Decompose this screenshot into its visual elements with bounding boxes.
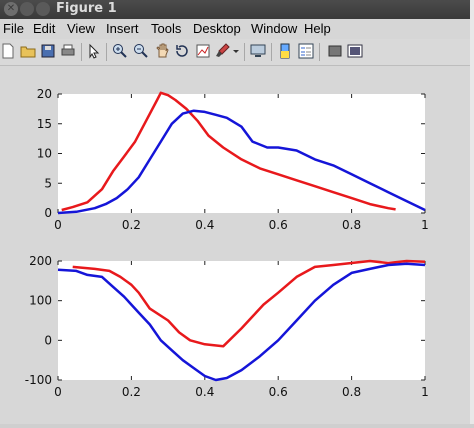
red-series-line	[61, 91, 396, 212]
zoom-in-icon[interactable]	[112, 43, 128, 59]
open-file-icon[interactable]	[20, 43, 36, 59]
y-tick-label: 100	[29, 294, 52, 308]
new-figure-icon[interactable]	[0, 43, 16, 59]
insert-legend-icon[interactable]	[298, 43, 314, 59]
x-tick-label: 0.6	[269, 385, 288, 399]
x-tick-label: 0.4	[195, 218, 214, 232]
y-tick-label: 10	[37, 147, 52, 161]
x-tick-label: 0	[54, 218, 62, 232]
brush-dropdown-icon[interactable]	[232, 43, 240, 59]
maximize-window-button[interactable]	[36, 2, 50, 16]
menu-edit[interactable]: Edit	[33, 21, 56, 36]
data-cursor-icon[interactable]	[195, 43, 211, 59]
window-title: Figure 1	[56, 1, 117, 16]
toolbar-separator	[106, 43, 107, 61]
minimize-window-button[interactable]	[20, 2, 34, 16]
window-titlebar: ✕ Figure 1	[0, 0, 474, 19]
toolbar-separator	[271, 43, 272, 61]
x-tick-label: 1	[421, 385, 429, 399]
menu-file[interactable]: File	[3, 21, 24, 36]
edit-plot-arrow-icon[interactable]	[86, 43, 102, 59]
zoom-out-icon[interactable]	[133, 43, 149, 59]
menu-view[interactable]: View	[67, 21, 95, 36]
pan-icon[interactable]	[154, 43, 170, 59]
x-tick-label: 0.8	[342, 218, 361, 232]
menu-bar: File Edit View Insert Tools Desktop Wind…	[0, 19, 474, 39]
insert-colorbar-icon[interactable]	[277, 43, 293, 59]
y-tick-label: 0	[44, 206, 52, 220]
blue-series-line	[57, 262, 426, 382]
link-plot-icon[interactable]	[250, 43, 266, 59]
save-icon[interactable]	[40, 43, 56, 59]
y-tick-label: 0	[44, 333, 52, 347]
x-tick-label: 0	[54, 385, 62, 399]
red-series-line	[72, 259, 426, 348]
window-right-edge	[470, 0, 474, 424]
y-tick-label: 200	[29, 254, 52, 268]
plot-area	[58, 94, 425, 213]
y-tick-label: -100	[25, 373, 52, 387]
plot-area	[58, 261, 425, 380]
x-tick-label: 0.6	[269, 218, 288, 232]
blue-series-line	[57, 109, 426, 215]
y-tick-label: 5	[44, 176, 52, 190]
show-plot-tools-icon[interactable]	[347, 43, 363, 59]
menu-help[interactable]: Help	[304, 21, 331, 36]
y-tick-label: 20	[37, 87, 52, 101]
print-icon[interactable]	[60, 43, 76, 59]
menu-tools[interactable]: Tools	[151, 21, 182, 36]
close-window-button[interactable]: ✕	[4, 2, 18, 16]
hide-plot-tools-icon[interactable]	[327, 43, 343, 59]
x-tick-label: 0.8	[342, 385, 361, 399]
figure-toolbar	[0, 39, 474, 66]
x-tick-label: 1	[421, 218, 429, 232]
toolbar-separator	[319, 43, 320, 61]
menu-insert[interactable]: Insert	[106, 21, 139, 36]
figure-area: 0 0.2 0.4 0.6 0.8 1 0 5 10 15 20 0 0.2 0.4 0.6 0.8 1 -10…	[0, 66, 470, 424]
menu-window[interactable]: Window	[251, 21, 298, 36]
toolbar-separator	[244, 43, 245, 61]
toolbar-separator	[81, 43, 82, 61]
brush-icon[interactable]	[214, 43, 230, 59]
rotate-3d-icon[interactable]	[174, 43, 190, 59]
y-tick-label: 15	[37, 117, 52, 131]
x-tick-label: 0.2	[122, 218, 141, 232]
x-tick-label: 0.4	[195, 385, 214, 399]
menu-desktop[interactable]: Desktop	[193, 21, 241, 36]
x-tick-label: 0.2	[122, 385, 141, 399]
